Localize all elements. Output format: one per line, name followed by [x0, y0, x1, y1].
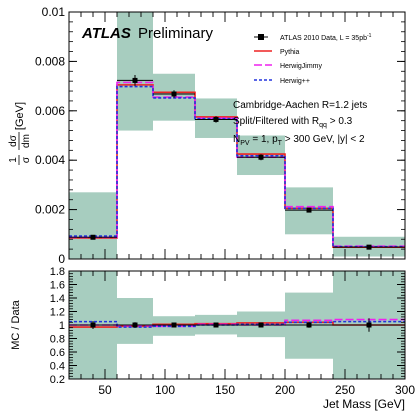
data-point — [132, 77, 138, 83]
y-tick-label: 0.6 — [50, 347, 65, 359]
x-tick-label: 150 — [215, 383, 235, 397]
legend-entry-pythia: Pythia — [254, 49, 300, 56]
y-tick-label: 0.01 — [42, 5, 66, 19]
atlas-preliminary-label: Preliminary — [138, 25, 214, 42]
y-tick-label: 1.6 — [50, 280, 65, 292]
ylabel-frac2-den: dm — [21, 134, 32, 148]
legend-entry-herwigjimmy: HerwigJimmy — [254, 63, 323, 70]
annotation-cuts: > 300 GeV, |y| < 2 — [282, 134, 365, 145]
legend-herwigpp-label: Herwig++ — [280, 78, 310, 85]
legend-data-label-text: ATLAS 2010 Data, L = 35pb — [280, 35, 367, 42]
series-herwigpp — [69, 320, 405, 328]
ylabel-frac1-den: σ — [21, 156, 32, 163]
syst-band — [117, 12, 153, 131]
y-tick-label: 1.4 — [50, 293, 65, 305]
y-tick-label: 0.006 — [35, 104, 65, 118]
legend-entry-herwigpp: Herwig++ — [254, 78, 310, 85]
syst-band — [69, 192, 117, 259]
ylabel-unit: [GeV] — [14, 102, 26, 130]
x-axis-title: Jet Mass [GeV] — [323, 397, 405, 411]
annotation-split-filtered: Split/Filtered with Rqq > 0.3 — [233, 116, 353, 129]
legend-data-marker — [258, 34, 264, 40]
upper-y-axis: 0 0.002 0.004 0.006 0.008 0.01 — [35, 5, 405, 266]
upper-panel: 0 0.002 0.004 0.006 0.008 0.01 ATLAS Prelimin… — [8, 5, 406, 266]
annotation-selection: NPV = 1, pT > 300 GeV, |y| < 2 — [233, 134, 365, 147]
data-point — [90, 234, 96, 240]
y-tick-label: 1 — [59, 320, 65, 332]
x-tick-label: 200 — [275, 383, 295, 397]
y-tick-label: 0.2 — [50, 374, 65, 386]
annotation-npv-sub: PV — [240, 140, 250, 147]
lower-y-axis-title: MC / Data — [10, 299, 22, 349]
y-tick-label: 0.4 — [50, 361, 65, 373]
y-tick-label: 0.004 — [35, 153, 65, 167]
y-tick-label: 0.002 — [35, 203, 65, 217]
data-point — [132, 322, 138, 328]
legend: ATLAS 2010 Data, L = 35pb-1 Pythia Herwi… — [254, 33, 372, 85]
legend-entry-data: ATLAS 2010 Data, L = 35pb-1 — [254, 33, 372, 42]
upper-x-ticks — [68, 12, 406, 259]
annotations: Cambridge-Aachen R=1.2 jets Split/Filter… — [233, 100, 367, 147]
annotation-split-post: > 0.3 — [327, 116, 353, 127]
legend-data-label-sup: -1 — [367, 33, 372, 39]
lower-panel: 0.20.4 0.60.8 11.2 1.41.6 1.8 50 100 150 200 250… — [10, 266, 415, 411]
data-point — [171, 322, 177, 328]
annotation-jets: Cambridge-Aachen R=1.2 jets — [233, 100, 367, 111]
annotation-split-pre: Split/Filtered with R — [233, 116, 319, 127]
y-tick-label: 1.8 — [50, 266, 65, 278]
data-point — [306, 207, 312, 213]
legend-pythia-label: Pythia — [280, 49, 300, 56]
y-tick-label: 0.008 — [35, 54, 65, 68]
ylabel-frac1-num: 1 — [8, 157, 19, 163]
lower-y-axis: 0.20.4 0.60.8 11.2 1.41.6 1.8 — [50, 266, 405, 386]
data-point — [171, 91, 177, 97]
legend-herwigjimmy-label: HerwigJimmy — [280, 63, 323, 70]
x-tick-label: 250 — [335, 383, 355, 397]
annotation-split-sub: qq — [319, 122, 327, 129]
data-point — [366, 244, 372, 250]
atlas-label: ATLAS — [81, 25, 131, 42]
x-tick-label: 50 — [98, 383, 112, 397]
data-point — [90, 322, 96, 328]
ylabel-frac2-num: dσ — [8, 134, 19, 147]
upper-data-points — [69, 74, 405, 250]
syst-band — [117, 298, 153, 344]
y-tick-label: 1.2 — [50, 307, 65, 319]
lower-data-points — [69, 318, 405, 332]
data-point — [258, 322, 264, 328]
x-tick-label: 100 — [155, 383, 175, 397]
data-point — [258, 154, 264, 160]
x-tick-label: 300 — [395, 383, 415, 397]
legend-data-label: ATLAS 2010 Data, L = 35pb-1 — [280, 33, 372, 42]
upper-y-axis-title: 1 σ dσ dm [GeV] — [8, 102, 32, 165]
y-tick-label: 0 — [58, 252, 65, 266]
lower-x-axis: 50 100 150 200 250 300 — [68, 271, 415, 397]
annotation-npv: N — [233, 134, 240, 145]
data-point — [366, 322, 372, 328]
annotation-pt: = 1, p — [250, 134, 279, 145]
y-tick-label: 0.8 — [50, 334, 65, 346]
series-herwigpp — [69, 85, 405, 248]
data-point — [306, 322, 312, 328]
data-point — [213, 322, 219, 328]
annotation-pt-sub: T — [278, 140, 283, 147]
data-point — [213, 116, 219, 122]
